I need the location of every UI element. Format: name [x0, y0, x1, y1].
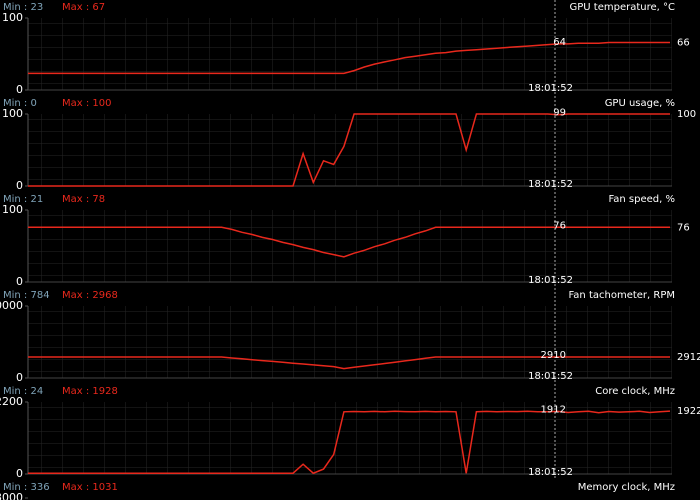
cursor-value: 1912	[541, 404, 566, 415]
min-label: Min : 21	[3, 194, 43, 205]
y-tick-label: 100	[2, 107, 23, 120]
current-value: 1922	[677, 406, 700, 417]
data-line	[28, 113, 670, 187]
y-tick-label: 0	[16, 371, 23, 384]
y-tick-label: 2200	[0, 395, 23, 408]
data-line	[28, 410, 671, 475]
max-label: Max : 1031	[62, 482, 118, 493]
min-label: Min : 24	[3, 386, 43, 397]
y-tick-label: 3000	[0, 491, 23, 500]
time-label: 18:01:52	[528, 371, 573, 382]
max-label: Max : 100	[62, 98, 112, 109]
min-label: Min : 0	[3, 98, 37, 109]
max-label: Max : 78	[62, 194, 105, 205]
cursor-value: 64	[553, 37, 566, 48]
time-label: 18:01:52	[528, 275, 573, 286]
plot-area	[28, 18, 672, 90]
y-tick-label: 0	[16, 179, 23, 192]
max-label: Max : 1928	[62, 386, 118, 397]
y-tick-label: 0	[16, 275, 23, 288]
plot-area	[28, 210, 672, 282]
plot-area	[28, 402, 672, 474]
y-tick-label: 0	[16, 83, 23, 96]
current-value: 66	[677, 37, 690, 48]
panel-title: Fan speed, %	[608, 194, 675, 205]
min-label: Min : 23	[3, 2, 43, 13]
data-line	[28, 356, 670, 370]
panel-title: GPU usage, %	[605, 98, 675, 109]
time-label: 18:01:52	[528, 179, 573, 190]
time-label: 18:01:52	[528, 83, 573, 94]
current-value: 100	[677, 109, 696, 120]
min-label: Min : 336	[3, 482, 50, 493]
max-label: Max : 2968	[62, 290, 118, 301]
panel-title: Memory clock, MHz	[578, 482, 675, 493]
time-label: 18:01:52	[528, 467, 573, 478]
y-tick-label: 100	[2, 203, 23, 216]
plot-area	[28, 306, 672, 378]
cursor-value: 76	[553, 220, 566, 231]
data-line	[28, 41, 670, 75]
current-value: 2912	[677, 352, 700, 363]
y-tick-label: 100	[2, 11, 23, 24]
current-value: 76	[677, 222, 690, 233]
min-label: Min : 784	[3, 290, 50, 301]
max-label: Max : 67	[62, 2, 105, 13]
panel-title: Core clock, MHz	[595, 386, 675, 397]
data-line	[28, 226, 670, 258]
cursor-value: 99	[553, 108, 566, 119]
y-tick-label: 0	[16, 467, 23, 480]
panel-title: Fan tachometer, RPM	[568, 290, 675, 301]
cursor-value: 2910	[541, 350, 566, 361]
y-tick-label: 10000	[0, 299, 23, 312]
panel-title: GPU temperature, °C	[570, 2, 675, 13]
